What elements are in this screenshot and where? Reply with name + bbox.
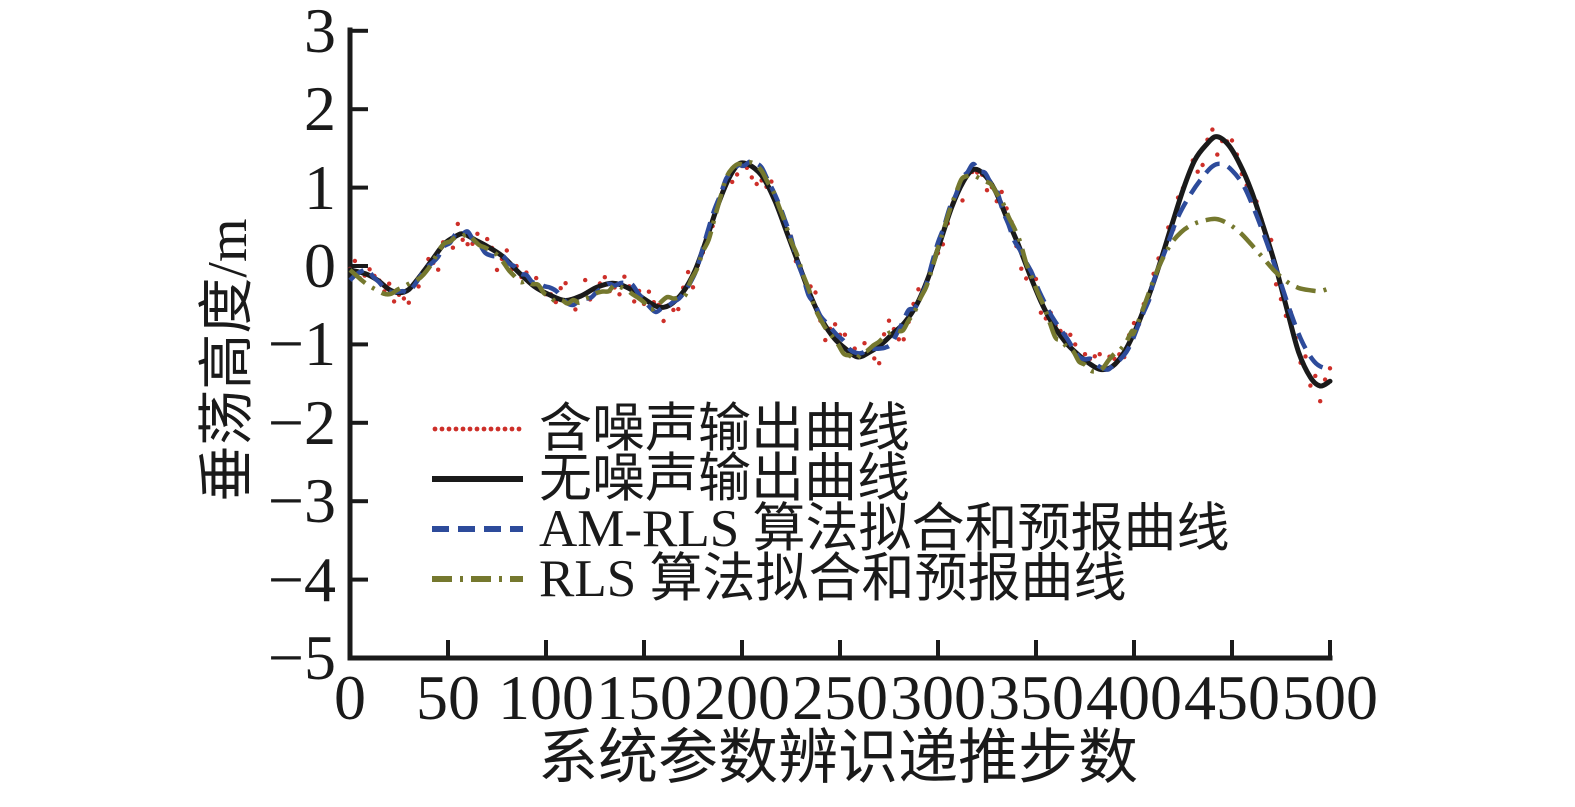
legend-label-rls: RLS 算法拟合和预报曲线 [539, 550, 1127, 608]
y-tick-label: −2 [267, 386, 336, 458]
x-tick-label: 150 [596, 662, 692, 733]
legend-swatch-true [432, 476, 523, 482]
x-axis-label: 系统参数辨识递推步数 [538, 725, 1138, 791]
y-tick-label: −5 [267, 622, 336, 693]
legend-swatch-am-rls [432, 526, 523, 532]
y-tick-label: 0 [304, 230, 336, 301]
x-tick-label: 100 [498, 662, 594, 733]
series-rls-line [348, 159, 1331, 374]
legend-item-noisy: 含噪声输出曲线 [430, 400, 1230, 458]
x-tick-label: 400 [1086, 662, 1182, 733]
y-tick-label: 1 [304, 151, 336, 223]
legend-item-am-rls: AM-RLS 算法拟合和预报曲线 [430, 500, 1230, 558]
x-tick-label: 50 [416, 662, 480, 733]
x-tick-label: 200 [694, 662, 790, 733]
legend-swatch-noisy [432, 426, 522, 432]
legend-swatch-rls [432, 576, 523, 582]
legend-label-am-rls: AM-RLS 算法拟合和预报曲线 [539, 500, 1230, 558]
y-axis-label: 垂荡高度/m [197, 218, 259, 502]
x-tick-label: 350 [988, 662, 1084, 733]
legend-label-true: 无噪声输出曲线 [539, 450, 910, 508]
legend-label-noisy: 含噪声输出曲线 [539, 400, 910, 458]
y-tick-label: 2 [304, 73, 336, 145]
legend-item-rls: RLS 算法拟合和预报曲线 [430, 550, 1230, 608]
y-tick-label: −3 [267, 465, 336, 537]
series-noisy-points [347, 127, 1333, 404]
legend-item-true: 无噪声输出曲线 [430, 450, 1230, 508]
y-tick-label: 3 [304, 0, 336, 66]
x-tick-label: 500 [1282, 662, 1378, 733]
x-tick-label: 300 [890, 662, 986, 733]
legend: 含噪声输出曲线 无噪声输出曲线 AM-RLS 算法拟合和预报曲线 RLS 算法拟… [430, 400, 1230, 608]
x-tick-label: 450 [1184, 662, 1280, 733]
x-tick-label: 250 [792, 662, 888, 733]
x-tick-label: 0 [334, 662, 366, 733]
y-tick-label: −1 [267, 308, 336, 380]
y-tick-label: −4 [267, 543, 336, 615]
